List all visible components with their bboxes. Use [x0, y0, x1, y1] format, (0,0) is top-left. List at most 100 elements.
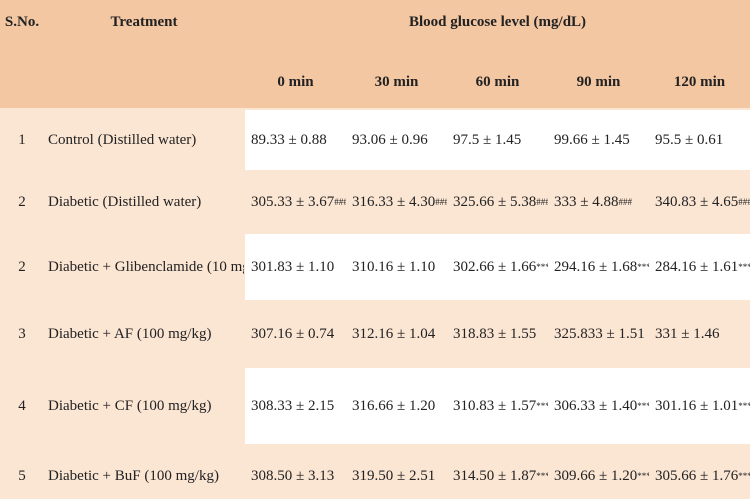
- glucose-value: 310.83 ± 1.57***: [453, 368, 548, 444]
- value-text: 95.5 ± 0.61: [655, 131, 724, 148]
- value-text: 93.06 ± 0.96: [352, 131, 428, 148]
- value-text: 310.16 ± 1.10: [352, 258, 436, 275]
- row-treatment: Control (Distilled water): [48, 131, 197, 148]
- row-sno: 4: [18, 397, 26, 414]
- value-text: 97.5 ± 1.45: [453, 131, 522, 148]
- header-time: 0 min: [277, 73, 314, 90]
- glucose-value: 89.33 ± 0.88: [251, 110, 346, 170]
- glucose-value: 302.66 ± 1.66***: [453, 234, 548, 300]
- glucose-value: 308.50 ± 3.13: [251, 446, 346, 499]
- row-sno: 1: [18, 131, 26, 148]
- value-text: 89.33 ± 0.88: [251, 131, 327, 148]
- glucose-value: 95.5 ± 0.61: [655, 110, 750, 170]
- glucose-value: 333 ± 4.88 ###: [554, 172, 649, 232]
- glucose-value: 309.66 ± 1.20***: [554, 446, 649, 499]
- significance: ***: [637, 471, 649, 481]
- glucose-value: 307.16 ± 0.74: [251, 302, 346, 366]
- significance: ###: [435, 197, 447, 207]
- row-sno: 2: [18, 258, 26, 275]
- row-bg: [245, 110, 750, 170]
- value-text: 331 ± 1.46: [655, 325, 720, 342]
- significance: ###: [618, 197, 632, 207]
- glucose-value: 316.66 ± 1.20: [352, 368, 447, 444]
- value-text: 308.50 ± 3.13: [251, 467, 335, 484]
- row-bg: [245, 172, 750, 232]
- significance: ***: [536, 401, 548, 411]
- row-treatment: Diabetic + Glibenclamide (10 mg/kg): [48, 258, 244, 275]
- value-text: 309.66 ± 1.20: [554, 467, 638, 484]
- value-text: 308.33 ± 2.15: [251, 397, 335, 414]
- glucose-value: 294.16 ± 1.68***: [554, 234, 649, 300]
- value-text: 307.16 ± 0.74: [251, 325, 335, 342]
- row-bg: [245, 368, 750, 444]
- value-text: 99.66 ± 1.45: [554, 131, 630, 148]
- header-time: 60 min: [475, 73, 520, 90]
- header-time: 120 min: [673, 73, 726, 90]
- significance: ###: [536, 197, 548, 207]
- glucose-value: 325.66 ± 5.38###: [453, 172, 548, 232]
- value-text: 314.50 ± 1.87: [453, 467, 537, 484]
- row-sno: 2: [18, 193, 26, 210]
- value-text: 302.66 ± 1.66: [453, 258, 537, 275]
- significance: ***: [738, 262, 750, 272]
- glucose-value: 316.33 ± 4.30###: [352, 172, 447, 232]
- value-text: 306.33 ± 1.40: [554, 397, 638, 414]
- row-bg: [245, 302, 750, 366]
- glucose-value: 305.33 ± 3.67###: [251, 172, 346, 232]
- significance: ###: [738, 197, 750, 207]
- header-treatment: Treatment: [110, 13, 178, 30]
- row-treatment: Diabetic (Distilled water): [48, 193, 202, 210]
- value-text: 333 ± 4.88: [554, 193, 619, 210]
- row-treatment: Diabetic + AF (100 mg/kg): [48, 325, 212, 342]
- value-text: 310.83 ± 1.57: [453, 397, 537, 414]
- glucose-value: 97.5 ± 1.45: [453, 110, 548, 170]
- value-text: 301.83 ± 1.10: [251, 258, 335, 275]
- header-sno: S.No.: [4, 13, 40, 30]
- value-text: 284.16 ± 1.61: [655, 258, 739, 275]
- significance: ***: [536, 262, 548, 272]
- row-sno: 3: [18, 325, 26, 342]
- value-text: 305.66 ± 1.76: [655, 467, 739, 484]
- glucose-value: 305.66 ± 1.76***: [655, 446, 750, 499]
- value-text: 325.66 ± 5.38: [453, 193, 537, 210]
- significance: ###: [334, 197, 346, 207]
- header-time: 90 min: [576, 73, 621, 90]
- row-sno: 5: [18, 467, 26, 484]
- glucose-value: 331 ± 1.46: [655, 302, 750, 366]
- glucose-value: 314.50 ± 1.87***: [453, 446, 548, 499]
- value-text: 316.66 ± 1.20: [352, 397, 436, 414]
- glucose-value: 306.33 ± 1.40***: [554, 368, 649, 444]
- significance: ***: [536, 471, 548, 481]
- significance: ***: [637, 262, 649, 272]
- significance: ***: [637, 401, 649, 411]
- glucose-value: 318.83 ± 1.55: [453, 302, 548, 366]
- glucose-value: 319.50 ± 2.51: [352, 446, 447, 499]
- significance: ***: [738, 471, 750, 481]
- header-band: [0, 0, 750, 108]
- value-text: 305.33 ± 3.67: [251, 193, 335, 210]
- row-treatment: Diabetic + CF (100 mg/kg): [48, 397, 212, 414]
- glucose-value: 312.16 ± 1.04: [352, 302, 447, 366]
- glucose-value: 93.06 ± 0.96: [352, 110, 447, 170]
- value-text: 325.833 ± 1.51: [554, 325, 645, 342]
- glucose-value: 340.83 ± 4.65###: [655, 172, 750, 232]
- glucose-value: 310.16 ± 1.10: [352, 234, 447, 300]
- value-text: 301.16 ± 1.01: [655, 397, 739, 414]
- value-text: 294.16 ± 1.68: [554, 258, 638, 275]
- value-text: 340.83 ± 4.65: [655, 193, 739, 210]
- value-text: 316.33 ± 4.30: [352, 193, 436, 210]
- row-treatment: Diabetic + BuF (100 mg/kg): [48, 467, 219, 484]
- value-text: 312.16 ± 1.04: [352, 325, 436, 342]
- value-text: 319.50 ± 2.51: [352, 467, 436, 484]
- significance: ***: [738, 401, 750, 411]
- value-text: 318.83 ± 1.55: [453, 325, 537, 342]
- row-bg: [245, 446, 750, 499]
- glucose-value: 301.83 ± 1.10: [251, 234, 346, 300]
- header-time: 30 min: [374, 73, 419, 90]
- header-group: Blood glucose level (mg/dL): [408, 13, 587, 30]
- glucose-value: 284.16 ± 1.61***: [655, 234, 750, 300]
- glucose-value: 99.66 ± 1.45: [554, 110, 649, 170]
- row-bg: [245, 234, 750, 300]
- glucose-value: 308.33 ± 2.15: [251, 368, 346, 444]
